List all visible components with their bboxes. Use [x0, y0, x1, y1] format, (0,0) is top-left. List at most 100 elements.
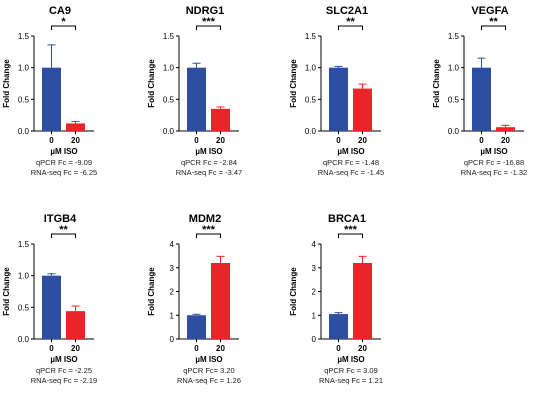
x-tick-label: 20: [71, 136, 80, 145]
chart-brca1: BRCA1 Fold Change 0 1 2 3 4 0 20 µM ISO *** qPCR Fc…: [289, 213, 383, 385]
x-tick-label: 20: [216, 344, 225, 353]
y-axis-label: Fold Change: [289, 59, 298, 108]
x-tick-label: 0: [479, 136, 484, 145]
y-tick-label: 1.5: [163, 32, 175, 41]
x-tick-label: 20: [358, 344, 367, 353]
fold-change-note: qPCR Fc = -16.88: [464, 158, 524, 167]
bar-control: [42, 275, 61, 339]
y-tick-label: 0.5: [305, 95, 317, 104]
x-axis-label: µM ISO: [50, 147, 77, 156]
bar-treated: [66, 311, 85, 339]
fold-change-note: qPCR Fc = 3.09: [324, 366, 378, 375]
chart-title: NDRG1: [186, 5, 225, 17]
significance-marker: ***: [344, 224, 358, 236]
significance-bracket: [51, 25, 76, 30]
y-tick-label: 0.5: [448, 95, 460, 104]
bar-treated: [66, 123, 85, 131]
x-axis-label: µM ISO: [50, 355, 77, 364]
y-tick-label: 0.0: [163, 127, 175, 136]
fold-change-note: RNA-seq Fc = -3.47: [176, 168, 242, 177]
y-axis-label: Fold Change: [147, 59, 156, 108]
chart-title: ITGB4: [44, 213, 77, 225]
y-tick-label: 2: [312, 288, 317, 297]
significance-bracket: [338, 25, 363, 30]
bar-treated: [211, 263, 230, 339]
x-tick-label: 0: [336, 136, 341, 145]
y-tick-label: 1.0: [448, 64, 460, 73]
x-axis-label: µM ISO: [337, 355, 364, 364]
y-tick-label: 1: [312, 311, 317, 320]
x-tick-label: 0: [49, 136, 54, 145]
y-tick-label: 0.5: [18, 95, 30, 104]
significance-marker: ***: [202, 16, 216, 28]
y-tick-label: 0.0: [18, 335, 30, 344]
chart-vegfa: VEGFA Fold Change 0.0 0.5 1.0 1.5 0 20 µM ISO ** q…: [432, 5, 527, 177]
chart-slc2a1: SLC2A1 Fold Change 0.0 0.5 1.0 1.5 0 20 µM ISO **…: [289, 5, 384, 177]
significance-bracket: [196, 25, 221, 30]
y-tick-label: 1.0: [18, 64, 30, 73]
y-tick-label: 2: [170, 288, 175, 297]
x-tick-label: 20: [501, 136, 510, 145]
y-tick-label: 1: [170, 311, 175, 320]
x-tick-label: 20: [71, 344, 80, 353]
y-tick-label: 0: [170, 335, 175, 344]
chart-title: MDM2: [189, 213, 221, 225]
y-tick-label: 0.0: [448, 127, 460, 136]
y-tick-label: 3: [312, 264, 317, 273]
y-axis-label: Fold Change: [2, 59, 11, 108]
y-axis-label: Fold Change: [147, 267, 156, 316]
fold-change-note: qPCR Fc = -1.48: [323, 158, 379, 167]
y-tick-label: 1.5: [18, 32, 30, 41]
bar-treated: [211, 108, 230, 131]
y-tick-label: 1.0: [163, 64, 175, 73]
bar-control: [42, 67, 61, 131]
chart-title: VEGFA: [471, 5, 508, 17]
fold-change-note: RNA-seq Fc = -1.45: [318, 168, 384, 177]
y-tick-label: 1.5: [305, 32, 317, 41]
significance-marker: *: [61, 16, 66, 28]
bar-control: [472, 67, 491, 131]
fold-change-note: qPCR Fc = -2.25: [36, 366, 92, 375]
y-tick-label: 0.0: [18, 127, 30, 136]
y-tick-label: 1.5: [448, 32, 460, 41]
bar-control: [187, 315, 206, 339]
x-tick-label: 0: [336, 344, 341, 353]
chart-title: CA9: [49, 5, 71, 17]
fold-change-note: qPCR Fc= 3.20: [183, 366, 234, 375]
significance-marker: **: [346, 16, 355, 28]
y-tick-label: 1.0: [305, 64, 317, 73]
fold-change-note: qPCR Fc = -9.09: [36, 158, 92, 167]
significance-marker: **: [489, 16, 498, 28]
chart-ndrg1: NDRG1 Fold Change 0.0 0.5 1.0 1.5 0 20 µM ISO ***…: [147, 5, 242, 177]
y-tick-label: 0: [312, 335, 317, 344]
chart-ca9: CA9 Fold Change 0.0 0.5 1.0 1.5 0 20 µM ISO * qPCR…: [2, 5, 97, 177]
fold-change-note: qPCR Fc = -2.84: [181, 158, 237, 167]
y-axis-label: Fold Change: [2, 267, 11, 316]
x-tick-label: 0: [49, 344, 54, 353]
significance-bracket: [196, 233, 221, 238]
significance-bracket: [338, 233, 363, 238]
bar-control: [329, 314, 348, 339]
y-tick-label: 3: [170, 264, 175, 273]
y-tick-label: 0.0: [305, 127, 317, 136]
fold-change-note: RNA-seq Fc = 1.21: [319, 376, 383, 385]
x-tick-label: 0: [194, 344, 199, 353]
x-tick-label: 0: [194, 136, 199, 145]
chart-mdm2: MDM2 Fold Change 0 1 2 3 4 0 20 µM ISO *** qPCR Fc=…: [147, 213, 241, 385]
x-axis-label: µM ISO: [480, 147, 507, 156]
x-axis-label: µM ISO: [195, 355, 222, 364]
y-tick-label: 1.0: [18, 272, 30, 281]
bar-control: [329, 67, 348, 131]
x-tick-label: 20: [216, 136, 225, 145]
significance-marker: ***: [202, 224, 216, 236]
y-tick-label: 4: [170, 240, 175, 249]
bar-control: [187, 67, 206, 131]
chart-title: SLC2A1: [326, 5, 368, 17]
fold-change-note: RNA-seq Fc = -2.19: [31, 376, 97, 385]
y-tick-label: 1.5: [18, 240, 30, 249]
fold-change-note: RNA-seq Fc = 1.26: [177, 376, 241, 385]
bar-treated: [353, 88, 372, 131]
significance-bracket: [51, 233, 76, 238]
bar-treated: [496, 127, 515, 131]
